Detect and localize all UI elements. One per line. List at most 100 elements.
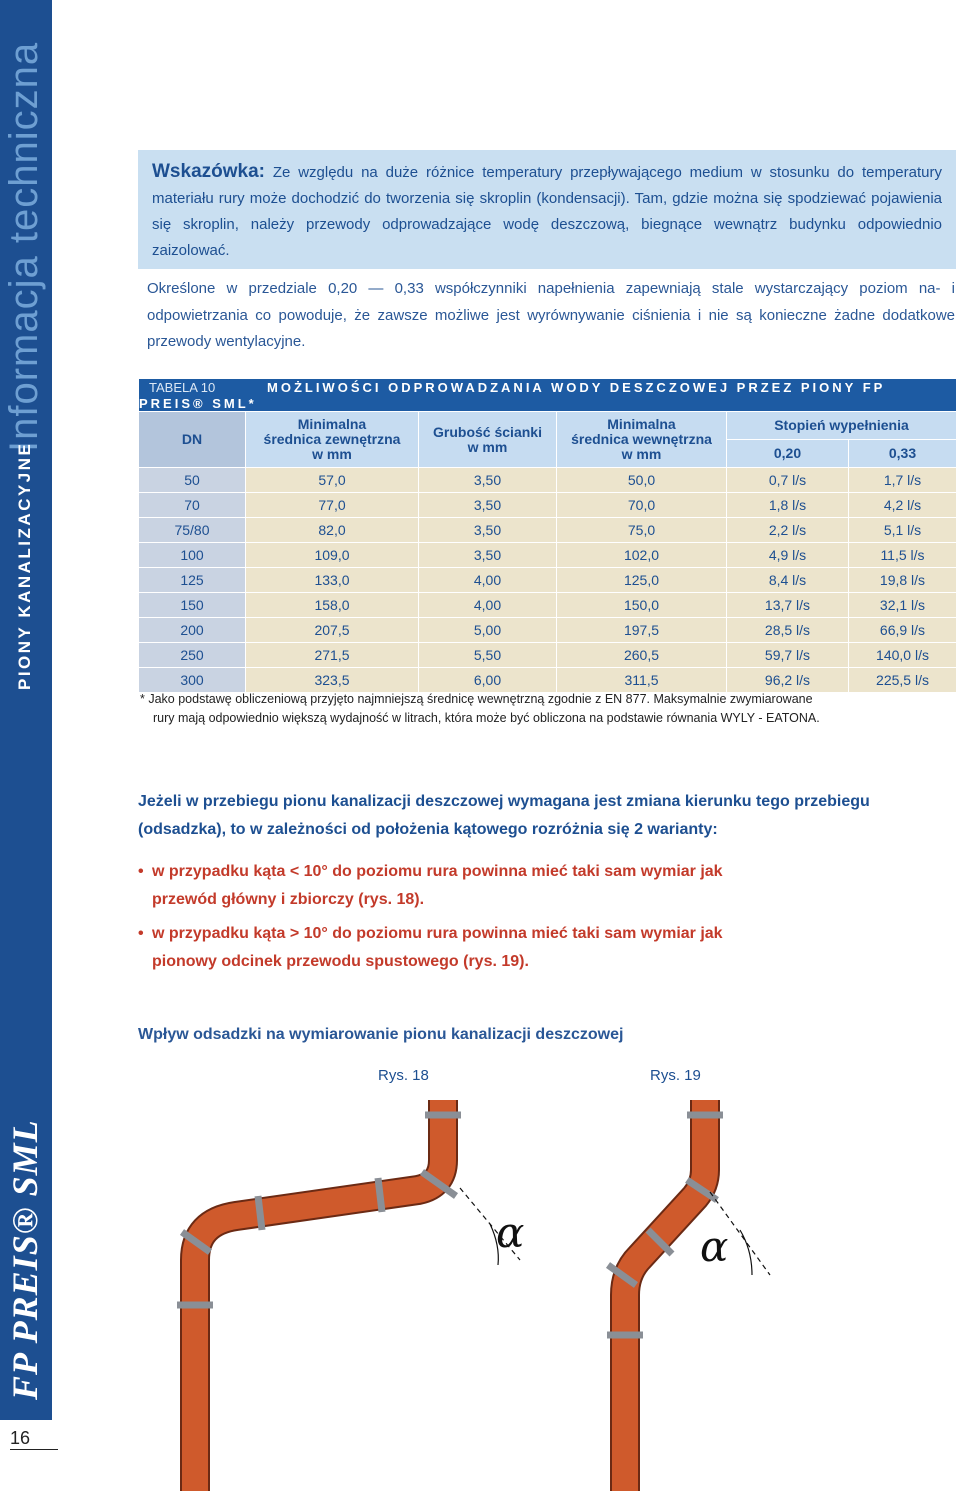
- angle-symbol: α: [496, 1208, 525, 1257]
- table-cell: 300: [138, 667, 246, 693]
- table-cell: 50,0: [556, 467, 727, 493]
- figure-title: Wpływ odsadzki na wymiarowanie pionu kan…: [138, 1026, 624, 1043]
- table-cell: 75/80: [138, 517, 246, 543]
- table-cell: 0,7 l/s: [726, 467, 849, 493]
- table-cell: 125: [138, 567, 246, 593]
- table-cell: 50: [138, 467, 246, 493]
- table-cell: 133,0: [245, 567, 419, 593]
- table-title: MOŻLIWOŚCI ODPROWADZANIA WODY DESZCZOWEJ…: [139, 380, 886, 411]
- table-row: 125 133,0 4,00 125,0 8,4 l/s 19,8 l/s: [138, 567, 957, 593]
- page-number: 16: [10, 1428, 58, 1450]
- table-row: 75/80 82,0 3,50 75,0 2,2 l/s 5,1 l/s: [138, 517, 957, 543]
- table-cell: 4,2 l/s: [848, 492, 957, 518]
- table-band: TABELA 10 MOŻLIWOŚCI ODPROWADZANIA WODY D…: [138, 378, 957, 412]
- table-cell: 140,0 l/s: [848, 642, 957, 668]
- angle-marks: [459, 1187, 771, 1276]
- pipe: [182, 1100, 456, 1491]
- bullet: w przypadku kąta < 10° do poziomu rura p…: [138, 858, 752, 914]
- lead-text: Jeżeli w przebiegu pionu kanalizacji des…: [138, 793, 870, 838]
- table-cell: 5,50: [418, 642, 557, 668]
- table-cell: 13,7 l/s: [726, 592, 849, 618]
- header-line: Grubość ścianki: [433, 423, 542, 440]
- table-cell: 150,0: [556, 592, 727, 618]
- footnote-line: rury mają odpowiednio większą wydajność …: [153, 711, 820, 725]
- table-cell: 11,5 l/s: [848, 542, 957, 568]
- data-table: TABELA 10 MOŻLIWOŚCI ODPROWADZANIA WODY D…: [138, 378, 957, 693]
- table-cell: 3,50: [418, 492, 557, 518]
- table-cell: 158,0: [245, 592, 419, 618]
- header-line: w mm: [467, 438, 508, 455]
- table-cell: 2,2 l/s: [726, 517, 849, 543]
- table-cell: 150: [138, 592, 246, 618]
- table-cell: 260,5: [556, 642, 727, 668]
- intro-text: Określone w przedziale 0,20 — 0,33 współ…: [147, 280, 955, 350]
- table-cell: 82,0: [245, 517, 419, 543]
- table-cell: 271,5: [245, 642, 419, 668]
- table-cell: 207,5: [245, 617, 419, 643]
- table-cell: 32,1 l/s: [848, 592, 957, 618]
- table-cell: 125,0: [556, 567, 727, 593]
- header-line: w mm: [621, 446, 662, 462]
- table-row: 250 271,5 5,50 260,5 59,7 l/s 140,0 l/s: [138, 642, 957, 668]
- table-label: TABELA 10: [149, 380, 216, 395]
- table-cell: 28,5 l/s: [726, 617, 849, 643]
- table-cell: 4,9 l/s: [726, 542, 849, 568]
- table-row: 200 207,5 5,00 197,5 28,5 l/s 66,9 l/s: [138, 617, 957, 643]
- section-title: Informacja techniczna: [2, 41, 46, 452]
- header-fill-level: 0,20: [726, 439, 849, 468]
- note-box: Wskazówka: Ze względu na duże różnice te…: [138, 150, 956, 269]
- table-cell: 5,00: [418, 617, 557, 643]
- table-cell: 3,50: [418, 517, 557, 543]
- header-dn: DN: [138, 411, 246, 468]
- table-cell: 6,00: [418, 667, 557, 693]
- pipe-drawings: [177, 1100, 771, 1491]
- table-cell: 109,0: [245, 542, 419, 568]
- table-row: 70 77,0 3,50 70,0 1,8 l/s 4,2 l/s: [138, 492, 957, 518]
- figure-label: Rys. 18: [378, 1067, 429, 1084]
- table-cell: 323,5: [245, 667, 419, 693]
- header-inner: Minimalna średnica wewnętrzna w mm: [556, 411, 727, 468]
- table-row: 50 57,0 3,50 50,0 0,7 l/s 1,7 l/s: [138, 467, 957, 493]
- header-wall: Grubość ścianki w mm: [418, 411, 557, 468]
- table-cell: 1,7 l/s: [848, 467, 957, 493]
- table-cell: 4,00: [418, 592, 557, 618]
- header-line: Minimalna: [607, 416, 676, 432]
- footnote-line: * Jako podstawę obliczeniową przyjęto na…: [140, 692, 813, 706]
- table-cell: 5,1 l/s: [848, 517, 957, 543]
- pipe: [612, 1100, 718, 1491]
- table-cell: 250: [138, 642, 246, 668]
- table-cell: 59,7 l/s: [726, 642, 849, 668]
- pipe-outline: [180, 1100, 458, 1491]
- sidebar: Informacja techniczna PIONY KANALIZACYJN…: [0, 0, 52, 1420]
- figure-label: Rys. 19: [650, 1067, 701, 1084]
- table-cell: 3,50: [418, 542, 557, 568]
- header-fill: Stopień wypełnienia: [726, 411, 957, 440]
- table-cell: 225,5 l/s: [848, 667, 957, 693]
- table-cell: 3,50: [418, 467, 557, 493]
- table-cell: 57,0: [245, 467, 419, 493]
- table-cell: 1,8 l/s: [726, 492, 849, 518]
- header-line: średnica wewnętrzna: [571, 431, 712, 447]
- note-label: Wskazówka:: [152, 161, 265, 182]
- footnote: * Jako podstawę obliczeniową przyjęto na…: [140, 690, 820, 728]
- table-row: 100 109,0 3,50 102,0 4,9 l/s 11,5 l/s: [138, 542, 957, 568]
- table-cell: 70: [138, 492, 246, 518]
- table-cell: 75,0: [556, 517, 727, 543]
- table-cell: 77,0: [245, 492, 419, 518]
- chapter-title: PIONY KANALIZACYJNE: [15, 441, 34, 690]
- table-cell: 311,5: [556, 667, 727, 693]
- bullet: w przypadku kąta > 10° do poziomu rura p…: [138, 920, 752, 976]
- table-cell: 200: [138, 617, 246, 643]
- couplings: [177, 1111, 723, 1339]
- table-cell: 8,4 l/s: [726, 567, 849, 593]
- header-line: średnica zewnętrzna: [263, 431, 401, 447]
- note-text: Ze względu na duże różnice temperatury p…: [152, 164, 942, 259]
- table-cell: 66,9 l/s: [848, 617, 957, 643]
- header-line: w mm: [312, 446, 352, 462]
- table-cell: 70,0: [556, 492, 727, 518]
- header-outer: Minimalna średnica zewnętrzna w mm: [245, 411, 419, 468]
- table-cell: 4,00: [418, 567, 557, 593]
- table-row: 300 323,5 6,00 311,5 96,2 l/s 225,5 l/s: [138, 667, 957, 693]
- header-line: Minimalna: [297, 416, 367, 432]
- table-cell: 102,0: [556, 542, 727, 568]
